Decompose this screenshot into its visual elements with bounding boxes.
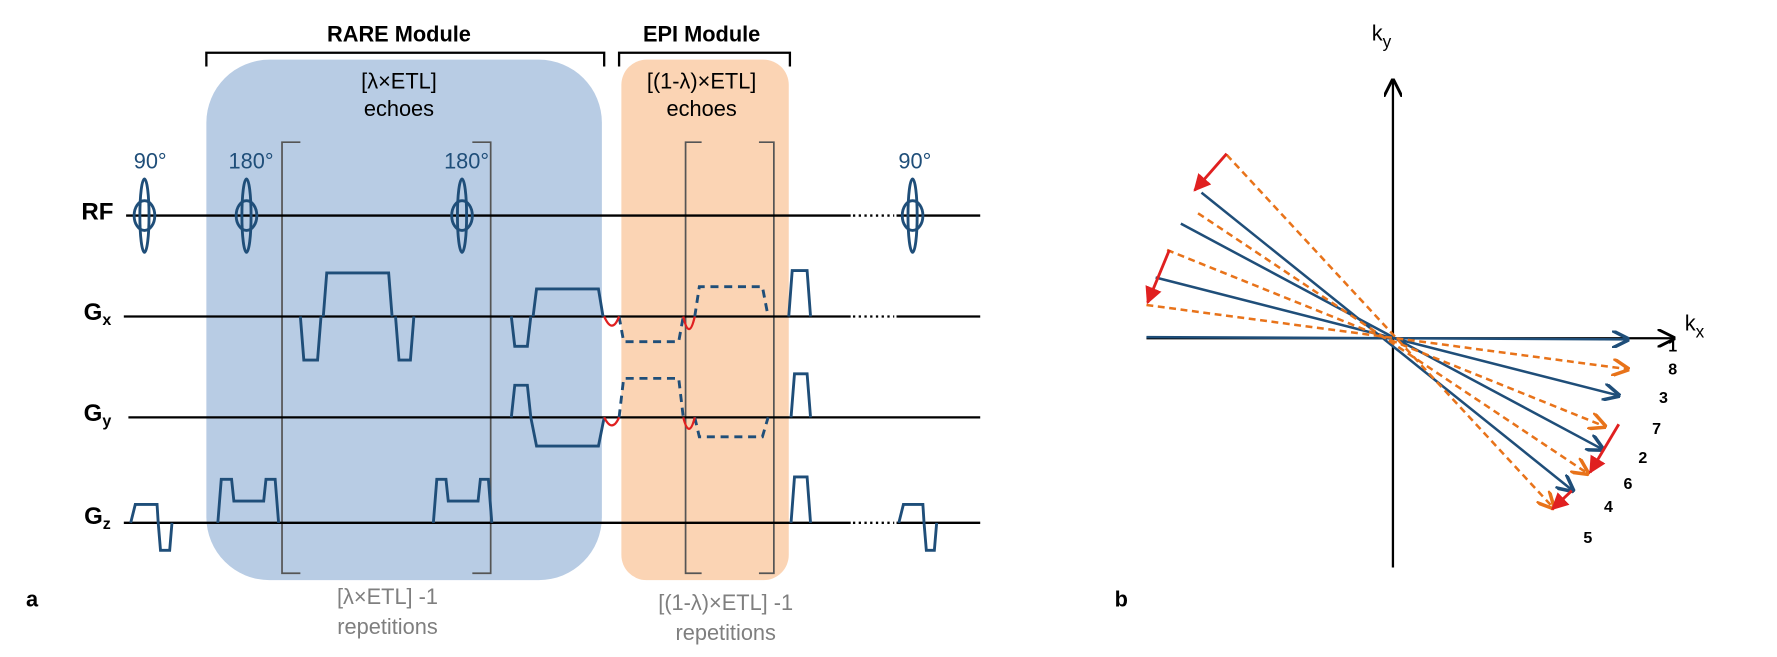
order-label: 3 <box>1659 389 1668 407</box>
echoes-label: echoes <box>364 96 434 121</box>
axis-label: ky <box>1372 20 1392 51</box>
module-brackets <box>205 51 792 67</box>
channel-label: Gz <box>84 504 111 534</box>
echoes-label: [λ×ETL] <box>361 68 437 93</box>
time-axes <box>123 214 981 524</box>
gy-epi <box>617 376 770 439</box>
echoes-label: [(1-λ)×ETL] <box>647 68 756 93</box>
pulse-label: 90° <box>898 149 931 174</box>
pulse-label: 90° <box>134 149 167 174</box>
repeat-brackets <box>281 141 775 575</box>
gz-waveform <box>129 475 939 552</box>
module-title: EPI Module <box>643 21 760 46</box>
dotted-gaps <box>852 214 895 524</box>
epi-region <box>621 59 789 581</box>
panel-a: RARE Module EPI Module [λ×ETL] echoes [(… <box>26 21 981 645</box>
repetitions-label: [(1-λ)×ETL] -1 <box>658 590 793 615</box>
gx-epi <box>617 285 770 344</box>
rf-pulses <box>132 177 925 254</box>
blips <box>603 315 696 430</box>
order-label: 5 <box>1583 529 1592 547</box>
repetitions-label: repetitions <box>337 614 438 639</box>
channel-label: Gy <box>84 400 112 430</box>
channel-label: Gx <box>84 300 112 330</box>
order-label: 6 <box>1623 475 1632 493</box>
order-label: 7 <box>1652 420 1661 438</box>
red-arrows <box>1145 152 1621 511</box>
order-label: 1 <box>1668 338 1677 356</box>
blue-trajectories <box>1146 191 1628 491</box>
repetitions-label: repetitions <box>675 620 776 645</box>
order-label: 4 <box>1604 498 1613 516</box>
pulse-label: 180° <box>444 149 489 174</box>
panel-b: ky kx 1 8 3 7 2 6 4 5 b <box>1115 20 1705 611</box>
axis-label: kx <box>1685 310 1705 341</box>
rare-region <box>206 59 602 581</box>
echoes-label: echoes <box>667 96 737 121</box>
gy-waveform <box>509 372 812 448</box>
panel-label: b <box>1115 587 1128 612</box>
order-label: 8 <box>1668 361 1677 379</box>
gx-waveform <box>298 269 812 362</box>
order-label: 2 <box>1638 449 1647 467</box>
orange-trajectories <box>1146 153 1628 508</box>
pulse-label: 180° <box>229 149 274 174</box>
module-title: RARE Module <box>327 21 471 46</box>
repetitions-label: [λ×ETL] -1 <box>337 584 438 609</box>
channel-label: RF <box>81 199 113 226</box>
panel-label: a <box>26 587 39 612</box>
